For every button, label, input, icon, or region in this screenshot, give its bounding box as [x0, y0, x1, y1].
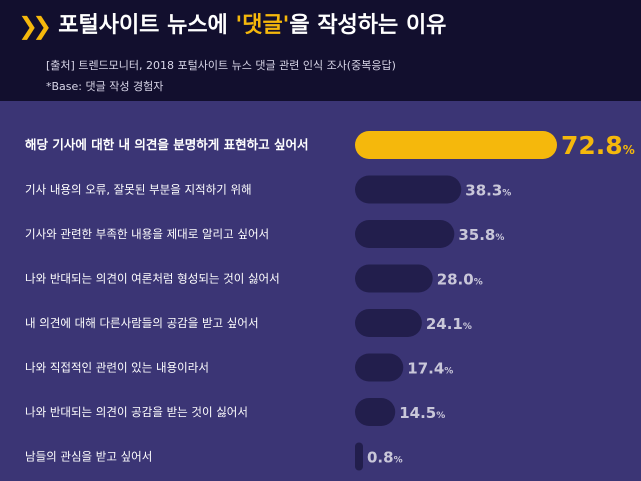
bar — [355, 398, 396, 426]
category-label: 나와 직접적인 관련이 있는 내용이라서 — [25, 361, 209, 375]
category-label: 나와 반대되는 의견이 여론처럼 형성되는 것이 싫어서 — [25, 272, 280, 286]
header-panel: ❯❯ 포털사이트 뉴스에 '댓글'을 작성하는 이유 [출처] 트렌드모니터, … — [0, 0, 641, 101]
title-suffix: 을 작성하는 이유 — [289, 13, 447, 38]
title-prefix: 포털사이트 뉴스에 — [58, 13, 236, 38]
bar — [355, 264, 433, 293]
category-label: 나와 반대되는 의견이 공감을 받는 것이 싫어서 — [25, 405, 248, 419]
value-label: 28.0% — [437, 271, 483, 289]
title-highlight: '댓글' — [235, 13, 290, 38]
title-text: 포털사이트 뉴스에 '댓글'을 작성하는 이유 — [58, 15, 446, 37]
category-label: 기사 내용의 오류, 잘못된 부분을 지적하기 위해 — [25, 183, 252, 197]
value-label: 0.8% — [367, 449, 403, 467]
category-label: 해당 기사에 대한 내 의견을 분명하게 표현하고 싶어서 — [25, 137, 308, 152]
category-label: 내 의견에 대해 다른사람들의 공감을 받고 싶어서 — [25, 316, 259, 330]
value-label: 14.5% — [399, 404, 445, 422]
bar — [355, 309, 422, 337]
bar — [355, 175, 462, 204]
bar — [355, 220, 455, 248]
bar — [355, 131, 557, 159]
source-note: [출처] 트렌드모니터, 2018 포털사이트 뉴스 댓글 관련 인식 조사(중… — [46, 59, 396, 72]
base-note: *Base: 댓글 작성 경험자 — [46, 80, 164, 93]
value-label: 17.4% — [407, 360, 453, 378]
chevron-right-icon: ❯❯ — [18, 12, 52, 40]
bar — [355, 353, 404, 382]
value-label: 24.1% — [426, 315, 472, 333]
bar-chart: 해당 기사에 대한 내 의견을 분명하게 표현하고 싶어서 72.8% 기사 내용의… — [25, 131, 635, 471]
value-label: 72.8% — [561, 131, 635, 160]
bar — [355, 442, 363, 471]
category-label: 남들의 관심을 받고 싶어서 — [25, 450, 152, 464]
value-label: 38.3% — [465, 182, 511, 200]
category-label: 기사와 관련한 부족한 내용을 제대로 알리고 싶어서 — [25, 227, 269, 241]
value-label: 35.8% — [458, 226, 504, 244]
page-title: ❯❯ 포털사이트 뉴스에 '댓글'을 작성하는 이유 — [18, 14, 446, 38]
